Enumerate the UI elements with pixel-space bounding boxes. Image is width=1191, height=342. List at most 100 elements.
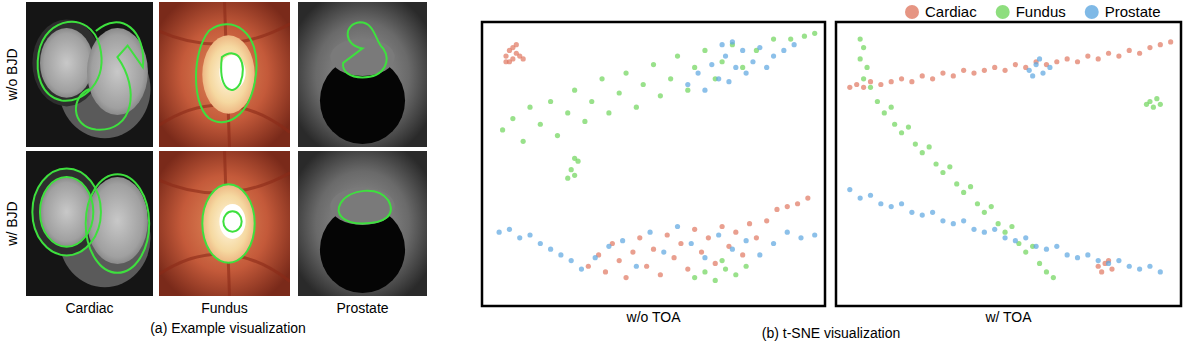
- point: [889, 79, 894, 84]
- contour: [196, 24, 257, 122]
- point: [747, 221, 752, 226]
- point: [586, 264, 591, 269]
- point: [1096, 258, 1101, 263]
- optic-cup: [219, 204, 245, 239]
- chart: w/ TOA: [836, 22, 1181, 325]
- plot-frame: [482, 22, 825, 306]
- point: [971, 227, 976, 232]
- point: [899, 201, 904, 206]
- point: [757, 45, 762, 50]
- point: [927, 144, 932, 149]
- point: [720, 224, 725, 229]
- point: [861, 45, 866, 50]
- row-label: w/ BJD: [4, 201, 20, 246]
- point: [606, 110, 611, 115]
- point: [685, 88, 690, 93]
- point: [606, 244, 611, 249]
- point: [861, 85, 866, 90]
- point: [713, 278, 718, 283]
- series: [858, 36, 1163, 280]
- point: [675, 53, 680, 58]
- contour: [40, 177, 93, 247]
- point: [940, 71, 945, 76]
- point: [634, 105, 639, 110]
- column-label: Cardiac: [65, 300, 113, 316]
- series: [503, 42, 810, 280]
- point: [940, 170, 945, 175]
- point: [1054, 59, 1059, 64]
- point: [661, 249, 666, 254]
- point: [774, 207, 779, 212]
- point: [847, 85, 852, 90]
- contour: [32, 168, 101, 255]
- point: [996, 221, 1001, 226]
- point: [651, 62, 656, 67]
- background: [298, 2, 427, 147]
- image: [159, 151, 290, 296]
- point: [882, 110, 887, 115]
- point: [951, 221, 956, 226]
- point: [1065, 252, 1070, 257]
- point: [947, 164, 952, 169]
- image: [159, 2, 290, 147]
- point: [899, 76, 904, 81]
- point: [930, 76, 935, 81]
- panel-a: CardiacFundusProstatew/o BJDw/ BJD(a) Ex…: [4, 2, 427, 336]
- chart: w/o TOA: [482, 22, 825, 325]
- point: [909, 210, 914, 215]
- marks: [497, 31, 818, 283]
- point: [812, 31, 817, 36]
- point: [1013, 62, 1018, 67]
- caption: (b) t-SNE visualization: [762, 325, 901, 341]
- point: [1147, 45, 1152, 50]
- point: [497, 230, 502, 235]
- point: [702, 255, 707, 260]
- row-label: w/o BJD: [4, 48, 20, 101]
- point: [720, 42, 725, 47]
- optic-disc: [202, 35, 254, 113]
- point: [781, 48, 786, 53]
- point: [668, 76, 673, 81]
- point: [909, 79, 914, 84]
- point: [878, 201, 883, 206]
- point: [623, 275, 628, 280]
- point: [565, 176, 570, 181]
- point: [744, 238, 749, 243]
- point: [861, 76, 866, 81]
- point: [868, 193, 873, 198]
- point: [589, 99, 594, 104]
- point: [982, 210, 987, 215]
- legend-swatch: [1085, 5, 1099, 19]
- point: [1023, 235, 1028, 240]
- series: [497, 39, 818, 271]
- point: [1054, 244, 1059, 249]
- point: [716, 232, 721, 237]
- point: [1044, 247, 1049, 252]
- plot-background: [482, 22, 825, 306]
- point: [658, 93, 663, 98]
- point: [503, 59, 508, 64]
- point: [678, 241, 683, 246]
- column-label: Prostate: [336, 300, 388, 316]
- point: [1002, 68, 1007, 73]
- point: [1106, 261, 1111, 266]
- point: [1075, 255, 1080, 260]
- point: [723, 266, 728, 271]
- point: [982, 68, 987, 73]
- point: [1065, 56, 1070, 61]
- point: [665, 232, 670, 237]
- point: [572, 156, 577, 161]
- point: [603, 269, 608, 274]
- point: [733, 65, 738, 70]
- point: [514, 42, 519, 47]
- point: [692, 275, 697, 280]
- point: [906, 124, 911, 129]
- background: [159, 2, 290, 147]
- point: [1075, 59, 1080, 64]
- point: [521, 139, 526, 144]
- point: [920, 73, 925, 78]
- point: [569, 167, 574, 172]
- point: [599, 76, 604, 81]
- point: [795, 201, 800, 206]
- point: [992, 65, 997, 70]
